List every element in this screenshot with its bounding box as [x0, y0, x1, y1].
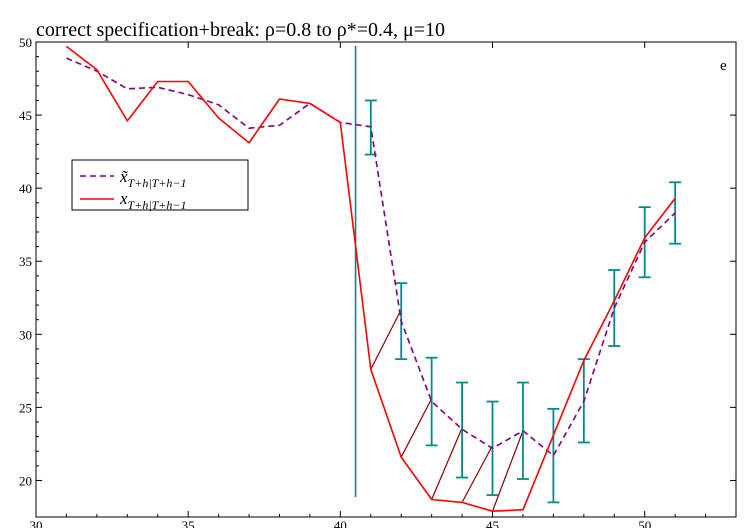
legend-label-forecast: x̃T+h|T+h−1 [119, 167, 187, 190]
error-connector [370, 309, 402, 370]
x-tick-label: 35 [182, 518, 195, 528]
corner-label: e [720, 58, 727, 74]
x-tick-label: 50 [638, 518, 651, 528]
y-tick-label: 40 [19, 181, 32, 196]
legend-symbol-forecast: x̃ [119, 167, 128, 186]
chart-title: correct specification+break: ρ=0.8 to ρ*… [36, 19, 445, 41]
x-tick-label: 30 [30, 518, 43, 528]
y-tick-label: 30 [19, 327, 32, 342]
legend-symbol-actual: x [119, 189, 128, 208]
y-tick-label: 50 [19, 35, 32, 50]
x-tick-label: 40 [334, 518, 347, 528]
axis-ticks: 30 35 40 45 50 20 25 30 35 40 45 50 [19, 35, 737, 528]
error-connector [431, 427, 463, 500]
y-tick-label: 25 [19, 400, 32, 415]
legend-subscript-actual: T+h|T+h−1 [128, 198, 187, 212]
legend-label-actual: xT+h|T+h−1 [119, 189, 187, 212]
y-tick-label: 45 [19, 108, 32, 123]
forecast-error-connectors [370, 309, 524, 512]
legend-subscript-forecast: T+h|T+h−1 [128, 176, 187, 190]
x-tick-label: 45 [486, 518, 499, 528]
legend-box [71, 159, 249, 211]
series-lines [65, 45, 676, 513]
legend: x̃T+h|T+h−1 xT+h|T+h−1 [71, 159, 249, 212]
error-connector [400, 398, 433, 458]
y-tick-label: 20 [19, 473, 32, 488]
series-line-actual [65, 45, 676, 513]
forecast-error-bars [364, 99, 682, 504]
error-connector [491, 430, 524, 512]
y-tick-label: 35 [19, 254, 32, 269]
error-connector [461, 445, 494, 503]
plot-frame [35, 41, 737, 518]
series-line-forecast [66, 57, 676, 457]
